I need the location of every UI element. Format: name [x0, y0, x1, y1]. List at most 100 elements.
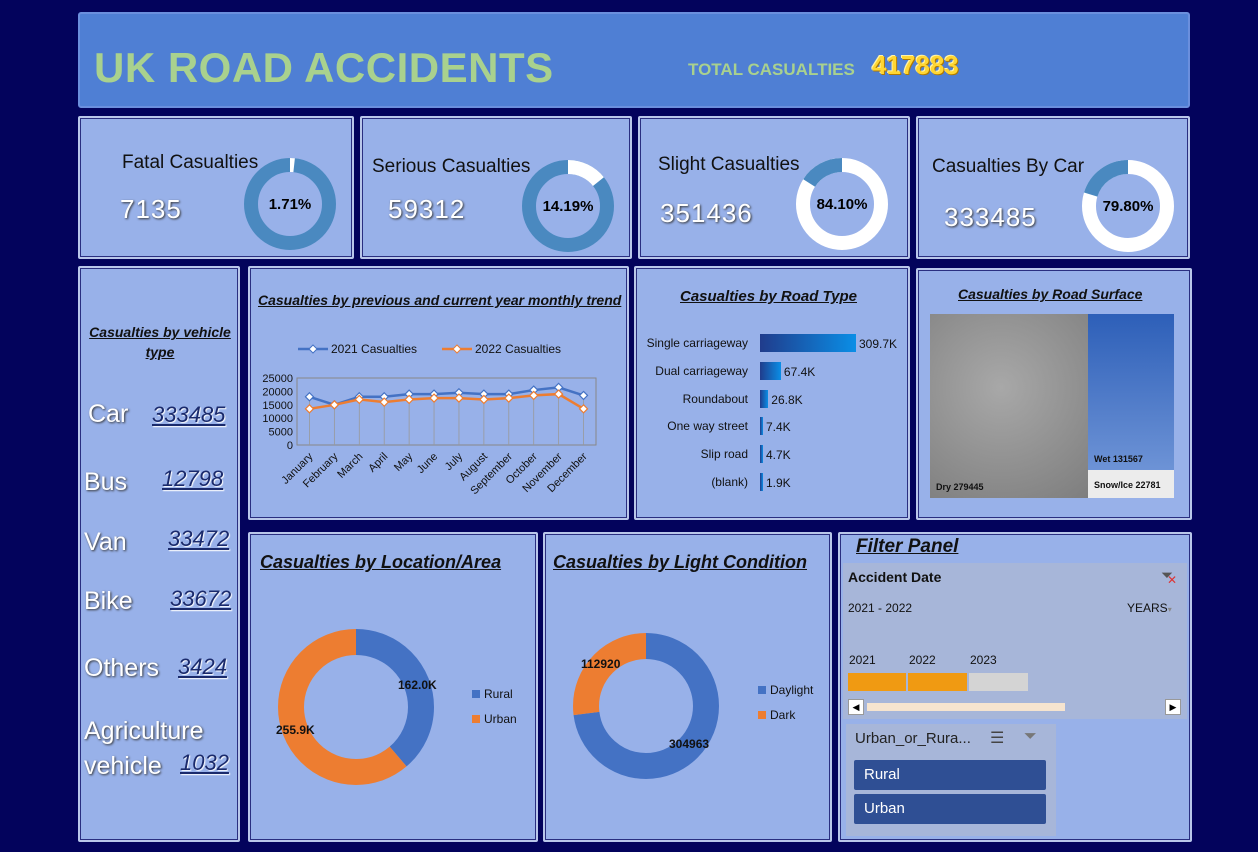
trend-chart-title: Casualties by previous and current year …: [258, 292, 622, 308]
vehicle-type-label: Bus: [84, 468, 128, 496]
light-donut-chart: 304963 112920 Daylight Dark: [573, 633, 814, 779]
dropdown-arrow-icon: ▾: [1167, 605, 1172, 614]
data-point: [379, 397, 390, 407]
y-tick-label: 5000: [269, 427, 293, 439]
vehicle-type-value: 33472: [168, 526, 230, 551]
slicer-header: Urban_or_Rura...: [855, 730, 971, 747]
kpi-pct: 14.19%: [543, 198, 594, 215]
kpi-donut: 14.19%: [522, 160, 614, 252]
filter-panel-title: Filter Panel: [856, 536, 959, 557]
legend-label: Rural: [484, 687, 513, 701]
multi-select-icon[interactable]: ☰: [990, 730, 1005, 747]
kpi-donut-segment: [1082, 160, 1174, 252]
vehicle-type-label: Car: [88, 400, 129, 428]
legend-swatch: [758, 686, 766, 694]
donut-data-label: 304963: [669, 737, 709, 751]
kpi-serious-card: Serious Casualties 59312 14.19%: [360, 116, 632, 259]
kpi-pct: 84.10%: [817, 196, 868, 213]
vehicle-type-label: Van: [84, 528, 127, 556]
legend-label: Urban: [484, 712, 517, 726]
kpi-donut: 84.10%: [796, 158, 888, 250]
kpi-donut-segment: [796, 158, 888, 250]
vehicle-type-label: Bike: [84, 587, 133, 615]
road-type-title: Casualties by Road Type: [680, 288, 857, 305]
road-type-label: (blank): [711, 475, 748, 489]
timeline-year-label: 2021: [849, 653, 876, 667]
slicer-option-rural[interactable]: Rural: [854, 760, 1046, 790]
timeline-bar-2021[interactable]: [848, 673, 906, 691]
road-type-bar: [760, 389, 769, 408]
kpi-donut-segment: [244, 158, 336, 250]
scroll-left-icon[interactable]: ◀: [848, 699, 864, 715]
kpi-fatal-card: Fatal Casualties 7135 1.71%: [78, 116, 354, 259]
light-condition-title: Casualties by Light Condition: [553, 552, 808, 572]
vehicle-type-value: 3424: [178, 654, 227, 679]
vehicle-type-panel: Casualties by vehicle type Car 333485 Bu…: [78, 266, 240, 842]
vehicle-panel-title: Casualties by vehicle type: [89, 324, 231, 360]
vehicle-type-label: Agriculture: [84, 717, 204, 745]
total-casualties-value: 417883: [872, 50, 959, 80]
x-tick-label: May: [392, 450, 416, 474]
vehicle-type-value: 333485: [152, 402, 226, 427]
legend-swatch: [758, 711, 766, 719]
treemap-dry-label: Dry 279445: [936, 482, 984, 492]
timeline-header: Accident Date: [848, 569, 942, 585]
data-point: [354, 394, 365, 405]
kpi-pct: 79.80%: [1103, 198, 1154, 215]
clear-filter-icon[interactable]: ⏷ ✕: [1161, 567, 1178, 587]
road-type-bar: [760, 417, 763, 436]
vehicle-type-value: 1032: [180, 750, 229, 775]
slicer-option-urban[interactable]: Urban: [854, 794, 1046, 824]
kpi-car-card: Casualties By Car 333485 79.80%: [916, 116, 1190, 259]
road-type-value: 67.4K: [783, 364, 816, 379]
treemap-dry: Dry 279445: [930, 314, 1088, 498]
data-point: [404, 394, 414, 405]
road-type-value: 4.7K: [766, 448, 791, 463]
clear-filter-icon[interactable]: ⏷: [1024, 728, 1037, 745]
x-tick-label: April: [366, 451, 390, 475]
y-tick-label: 15000: [262, 400, 293, 412]
data-point: [429, 393, 439, 403]
road-type-bar: [760, 473, 763, 491]
donut-slice: [573, 633, 719, 779]
treemap-snow: Snow/Ice 22781: [1088, 470, 1174, 498]
monthly-trend-panel: Casualties by previous and current year …: [248, 266, 629, 520]
road-type-value: 7.4K: [766, 420, 791, 435]
location-panel: Casualties by Location/Area 162.0K 255.9K…: [248, 532, 538, 842]
road-type-label: Slip road: [700, 447, 748, 462]
x-tick-label: March: [335, 451, 365, 481]
vehicle-type-label: vehicle: [84, 752, 162, 780]
road-surface-title: Casualties by Road Surface: [958, 286, 1143, 302]
kpi-label: Casualties By Car: [932, 156, 1085, 177]
kpi-pct: 1.71%: [269, 196, 312, 213]
legend-swatch: [472, 715, 480, 723]
y-tick-label: 0: [287, 440, 293, 452]
y-tick-label: 20000: [262, 386, 293, 398]
data-point: [528, 390, 539, 401]
timeline-level-dropdown[interactable]: YEARS▾: [1127, 601, 1172, 615]
legend-label: 2022 Casualties: [475, 342, 561, 356]
treemap-wet: Wet 131567: [1088, 314, 1174, 470]
location-donut-chart: 162.0K 255.9K Rural Urban: [276, 629, 517, 785]
vehicle-type-value: 12798: [162, 466, 224, 491]
data-point: [454, 393, 464, 403]
kpi-value: 59312: [388, 194, 466, 224]
x-tick-label: June: [415, 451, 440, 476]
data-point: [578, 390, 589, 401]
road-type-bar: [760, 445, 763, 464]
road-surface-panel: Casualties by Road Surface Dry 279445 We…: [916, 268, 1192, 520]
total-casualties-label: TOTAL CASUALTIES: [688, 60, 855, 79]
timeline-scrollbar[interactable]: [867, 703, 1065, 711]
timeline-bar-2023[interactable]: [969, 673, 1028, 691]
scroll-right-icon[interactable]: ▶: [1165, 699, 1181, 715]
kpi-label: Fatal Casualties: [122, 152, 259, 173]
timeline-bar-2022[interactable]: [908, 673, 967, 691]
location-title: Casualties by Location/Area: [260, 552, 502, 572]
road-type-value: 309.7K: [859, 337, 898, 351]
header-banner: UK ROAD ACCIDENTS TOTAL CASUALTIES 41788…: [78, 12, 1190, 108]
timeline-range: 2021 - 2022: [848, 601, 913, 615]
kpi-donut: 79.80%: [1082, 160, 1174, 252]
kpi-label: Slight Casualties: [658, 154, 800, 175]
donut-data-label: 112920: [581, 657, 621, 671]
kpi-value: 333485: [944, 202, 1037, 232]
